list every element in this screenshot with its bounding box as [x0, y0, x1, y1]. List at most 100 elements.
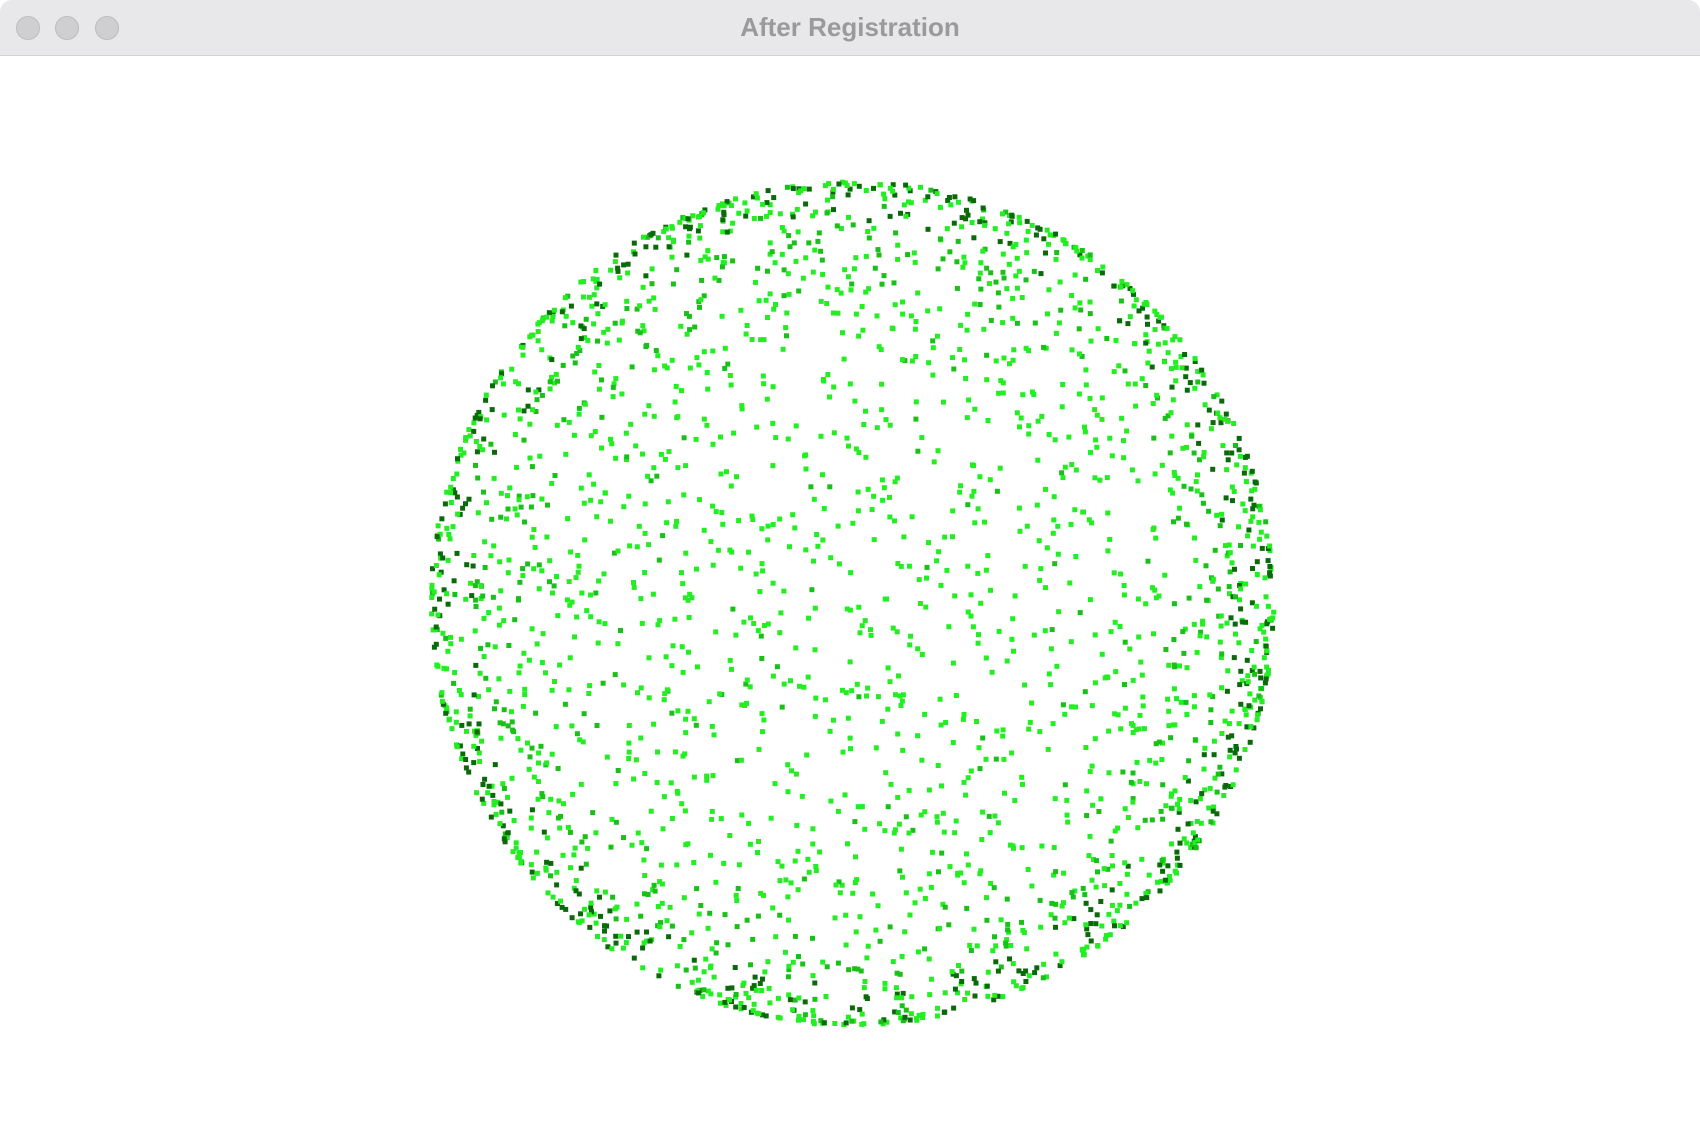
close-button[interactable] — [16, 16, 40, 40]
cloud-point — [701, 987, 707, 993]
cloud-point — [659, 881, 665, 887]
cloud-point — [969, 220, 975, 225]
render-viewport[interactable] — [0, 56, 1700, 1130]
cloud-point — [445, 557, 451, 563]
cloud-point — [806, 186, 812, 192]
cloud-point — [472, 628, 478, 634]
cloud-point — [990, 948, 996, 954]
cloud-point — [964, 905, 970, 911]
cloud-point — [591, 481, 597, 487]
cloud-point — [631, 240, 637, 246]
cloud-point — [1208, 426, 1214, 432]
cloud-point — [482, 776, 488, 782]
cloud-point — [725, 985, 731, 991]
cloud-point — [773, 934, 779, 940]
cloud-point — [1109, 853, 1115, 858]
cloud-point — [446, 532, 452, 537]
cloud-point — [667, 904, 673, 910]
cloud-point — [673, 749, 678, 755]
cloud-point — [724, 469, 729, 475]
cloud-point — [1064, 812, 1070, 818]
cloud-point — [927, 992, 933, 998]
cloud-point — [1231, 421, 1237, 426]
cloud-point — [746, 549, 751, 555]
cloud-point — [781, 228, 787, 234]
cloud-point — [1204, 634, 1210, 640]
cloud-point — [887, 924, 893, 930]
cloud-point — [435, 612, 441, 618]
cloud-point — [448, 484, 454, 490]
cloud-point — [657, 924, 663, 930]
cloud-point — [1130, 730, 1136, 735]
cloud-point — [705, 248, 711, 254]
cloud-point — [695, 977, 701, 983]
cloud-point — [1231, 489, 1237, 494]
cloud-point — [1112, 619, 1118, 625]
cloud-point — [759, 988, 765, 993]
cloud-point — [498, 514, 504, 520]
cloud-point — [1195, 379, 1201, 385]
cloud-point — [613, 819, 619, 825]
cloud-point — [881, 1017, 887, 1023]
cloud-point — [1038, 924, 1044, 930]
cloud-point — [938, 582, 944, 588]
minimize-button[interactable] — [55, 16, 79, 40]
cloud-point — [756, 746, 762, 752]
cloud-point — [785, 789, 791, 795]
cloud-point — [848, 287, 854, 293]
cloud-point — [509, 719, 515, 725]
cloud-point — [1180, 445, 1186, 451]
cloud-point — [899, 953, 905, 959]
cloud-point — [965, 862, 971, 868]
cloud-point — [810, 1008, 816, 1014]
cloud-point — [849, 688, 855, 694]
cloud-point — [1062, 920, 1068, 926]
cloud-point — [887, 494, 892, 500]
cloud-point — [526, 657, 532, 663]
cloud-point — [794, 822, 800, 828]
cloud-point — [1264, 621, 1270, 627]
cloud-point — [698, 297, 704, 303]
cloud-point — [612, 259, 618, 265]
cloud-point — [1252, 486, 1258, 492]
cloud-point — [847, 186, 853, 192]
cloud-point — [642, 530, 648, 536]
cloud-point — [600, 680, 606, 686]
cloud-point — [1245, 679, 1251, 685]
cloud-point — [1242, 706, 1248, 712]
cloud-point — [818, 1018, 824, 1024]
cloud-point — [1137, 712, 1143, 718]
cloud-point — [822, 183, 828, 189]
zoom-button[interactable] — [95, 16, 119, 40]
cloud-point — [1136, 308, 1142, 314]
cloud-point — [640, 323, 646, 329]
cloud-point — [887, 679, 893, 685]
cloud-point — [570, 353, 576, 359]
cloud-point — [935, 1005, 940, 1011]
cloud-point — [1137, 779, 1143, 784]
cloud-point — [686, 313, 692, 319]
cloud-point — [1214, 392, 1220, 398]
cloud-point — [1208, 720, 1214, 725]
cloud-point — [558, 898, 563, 904]
cloud-point — [980, 735, 986, 741]
cloud-point — [883, 770, 889, 776]
cloud-point — [1117, 881, 1123, 886]
cloud-point — [1165, 696, 1171, 702]
cloud-point — [687, 365, 693, 371]
cloud-point — [515, 855, 521, 861]
cloud-point — [548, 796, 554, 802]
title-bar[interactable]: After Registration — [0, 0, 1700, 56]
cloud-point — [1001, 756, 1007, 762]
cloud-point — [1068, 639, 1074, 645]
cloud-point — [761, 717, 767, 723]
cloud-point — [813, 209, 818, 215]
cloud-point — [1256, 504, 1262, 510]
cloud-point — [1059, 959, 1065, 965]
cloud-point — [1160, 860, 1166, 866]
cloud-point — [444, 525, 450, 531]
cloud-point — [741, 619, 747, 625]
cloud-point — [689, 595, 695, 601]
cloud-point — [536, 586, 542, 592]
cloud-point — [811, 496, 817, 502]
